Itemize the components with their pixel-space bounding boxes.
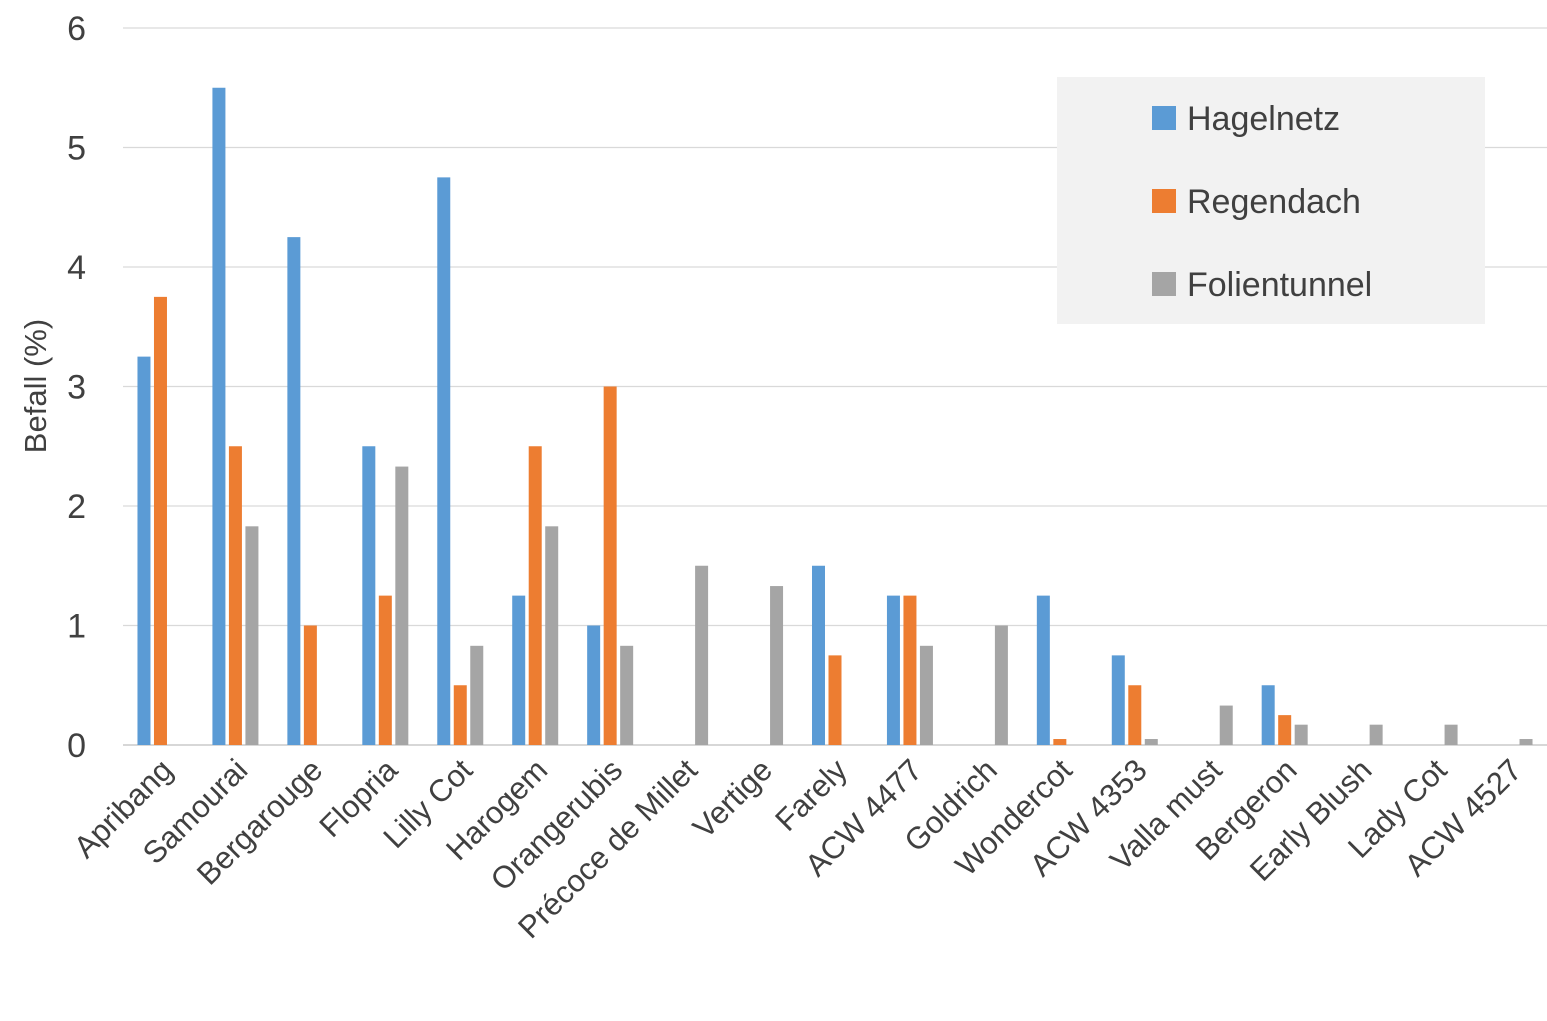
y-tick-label: 1 — [67, 608, 86, 646]
y-tick-label: 6 — [67, 10, 86, 48]
bar-hagelnetz-6 — [587, 625, 601, 745]
bar-regendach-15 — [1278, 715, 1292, 745]
y-tick-label: 0 — [67, 727, 86, 765]
bar-regendach-6 — [603, 386, 617, 745]
y-tick-label: 2 — [67, 488, 86, 526]
bar-folientunnel-6 — [620, 645, 634, 745]
legend-swatch-regendach — [1152, 189, 1176, 213]
bar-hagelnetz-15 — [1261, 685, 1275, 745]
bar-regendach-9 — [828, 655, 842, 745]
y-tick-label: 3 — [67, 369, 86, 407]
y-tick-label: 4 — [67, 249, 86, 287]
bars — [137, 87, 1533, 745]
bar-regendach-10 — [903, 595, 917, 745]
bar-hagelnetz-4 — [437, 177, 451, 745]
bar-folientunnel-11 — [994, 625, 1008, 745]
bar-hagelnetz-3 — [362, 446, 376, 745]
bar-hagelnetz-13 — [1111, 655, 1125, 745]
bar-folientunnel-15 — [1294, 724, 1308, 745]
bar-hagelnetz-1 — [212, 87, 226, 745]
bar-folientunnel-14 — [1219, 705, 1233, 745]
bar-folientunnel-7 — [695, 565, 709, 745]
bar-hagelnetz-9 — [812, 565, 825, 745]
bar-folientunnel-8 — [770, 586, 784, 745]
bar-folientunnel-4 — [470, 645, 484, 745]
bar-regendach-0 — [153, 296, 167, 745]
y-tick-label: 5 — [67, 130, 86, 168]
bar-regendach-3 — [378, 595, 392, 745]
bar-folientunnel-17 — [1444, 724, 1458, 745]
legend: Hagelnetz Regendach Folientunnel — [1057, 77, 1485, 324]
bar-regendach-2 — [303, 625, 317, 745]
bar-folientunnel-18 — [1519, 739, 1533, 745]
bar-folientunnel-13 — [1144, 739, 1158, 745]
bar-folientunnel-16 — [1369, 724, 1383, 745]
legend-label: Regendach — [1187, 183, 1361, 221]
x-category-label: Vertige — [686, 752, 779, 845]
legend-swatch-hagelnetz — [1152, 106, 1176, 130]
y-axis-title: Befall (%) — [18, 319, 53, 453]
legend-swatch-folientunnel — [1152, 272, 1176, 296]
bar-regendach-4 — [453, 685, 467, 745]
bar-folientunnel-3 — [395, 466, 409, 745]
legend-background — [1057, 77, 1485, 324]
gridlines — [123, 27, 1547, 746]
bar-hagelnetz-5 — [512, 595, 526, 745]
bar-regendach-13 — [1128, 685, 1142, 745]
bar-regendach-12 — [1053, 739, 1067, 745]
legend-label: Hagelnetz — [1187, 100, 1340, 138]
bar-folientunnel-1 — [245, 526, 259, 745]
bar-hagelnetz-10 — [886, 595, 900, 745]
bar-regendach-1 — [228, 446, 242, 745]
legend-label: Folientunnel — [1187, 266, 1372, 304]
bar-folientunnel-5 — [545, 526, 559, 745]
bar-hagelnetz-12 — [1036, 595, 1050, 745]
bar-hagelnetz-2 — [287, 237, 301, 745]
bar-regendach-5 — [528, 446, 542, 745]
bar-folientunnel-10 — [919, 645, 933, 745]
bar-hagelnetz-0 — [137, 356, 151, 745]
y-axis-ticks: 0 1 2 3 4 5 6 — [67, 10, 86, 765]
